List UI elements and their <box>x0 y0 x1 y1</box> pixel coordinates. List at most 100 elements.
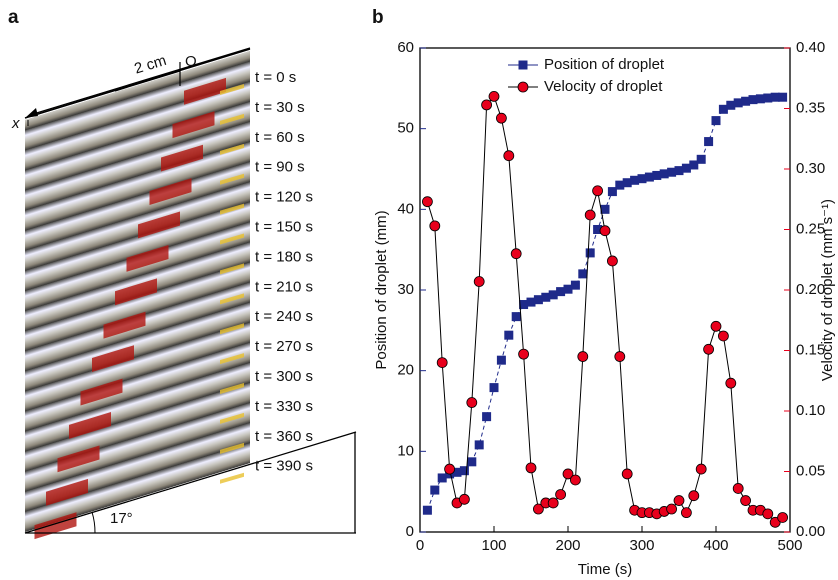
marker <box>725 377 737 389</box>
y-tick-label: 10 <box>397 442 414 459</box>
droplet <box>69 412 111 439</box>
marker <box>770 92 780 102</box>
highlight <box>220 84 244 96</box>
marker <box>615 180 625 190</box>
tube <box>25 238 250 404</box>
panel-label: a <box>8 7 19 28</box>
marker <box>704 137 714 147</box>
arrow-head <box>25 108 38 118</box>
marker <box>422 505 432 515</box>
y-tick-label: 40 <box>397 200 414 217</box>
time-label: t = 390 s <box>255 458 313 475</box>
marker <box>748 95 758 105</box>
marker <box>570 280 580 290</box>
marker <box>577 351 589 362</box>
tube <box>25 128 250 294</box>
droplet <box>172 111 215 139</box>
tube <box>25 183 250 349</box>
marker <box>533 295 543 305</box>
marker <box>444 463 456 475</box>
marker <box>503 150 515 162</box>
marker <box>681 163 691 173</box>
marker <box>526 297 536 307</box>
marker <box>703 343 714 355</box>
marker <box>740 495 751 506</box>
marker <box>726 100 736 110</box>
marker <box>763 93 773 103</box>
marker <box>741 96 751 106</box>
legend-marker <box>518 60 528 70</box>
x-label: x <box>11 115 20 132</box>
marker <box>696 154 706 164</box>
tube <box>25 367 250 532</box>
tube <box>25 202 250 367</box>
marker <box>459 466 469 476</box>
marker <box>547 497 559 509</box>
y2-tick-label: 0.25 <box>796 220 825 237</box>
marker <box>466 397 478 408</box>
marker <box>452 467 462 477</box>
x-tick-label: 200 <box>555 537 580 554</box>
x-axis-label: Time (s) <box>578 561 632 578</box>
marker <box>718 330 729 342</box>
x-tick-label: 100 <box>481 537 506 554</box>
marker <box>518 348 529 360</box>
time-label: t = 360 s <box>255 428 313 445</box>
marker <box>482 412 492 422</box>
droplet <box>57 445 100 473</box>
series-line <box>426 95 783 523</box>
time-label: t = 150 s <box>255 218 313 235</box>
y2-tick-label: 0.15 <box>796 341 825 358</box>
marker <box>458 493 470 505</box>
marker <box>778 92 788 102</box>
marker <box>637 174 647 184</box>
tube <box>25 293 250 459</box>
marker <box>548 290 558 300</box>
marker <box>667 167 677 177</box>
marker <box>777 512 788 523</box>
highlight <box>220 412 244 424</box>
highlight <box>220 472 244 484</box>
marker <box>592 185 603 197</box>
marker <box>496 355 506 365</box>
marker <box>436 357 448 369</box>
time-label: t = 330 s <box>255 398 313 415</box>
droplet <box>184 77 226 105</box>
highlight <box>220 113 244 125</box>
droplet <box>92 345 134 373</box>
x-tick-label: 0 <box>416 537 424 554</box>
y-tick-label: 0 <box>406 523 414 540</box>
scale-label: 2 cm <box>132 52 168 78</box>
droplet <box>115 278 157 306</box>
marker <box>556 287 566 297</box>
marker <box>644 172 654 182</box>
marker <box>599 225 611 237</box>
marker <box>718 104 728 114</box>
y2-tick-label: 0.05 <box>796 462 825 479</box>
time-label: t = 300 s <box>255 368 313 385</box>
droplet <box>80 378 123 406</box>
tube <box>25 110 250 275</box>
droplet <box>138 211 180 239</box>
x-tick-label: 500 <box>777 537 802 554</box>
marker <box>732 483 744 494</box>
y2-axis-label: Velocity of droplet (mm s⁻¹) <box>819 199 836 381</box>
marker <box>681 507 692 519</box>
marker <box>593 225 603 234</box>
marker <box>762 508 774 520</box>
marker <box>585 248 595 258</box>
y-axis-label: Position of droplet (mm) <box>373 210 390 369</box>
time-label: t = 90 s <box>255 159 305 176</box>
tube <box>25 385 250 532</box>
marker <box>630 175 640 185</box>
marker <box>519 300 529 310</box>
marker <box>659 169 669 179</box>
marker <box>614 351 626 362</box>
marker <box>578 269 588 279</box>
legend-label: Position of droplet <box>544 56 665 73</box>
marker <box>525 462 537 474</box>
marker <box>488 91 500 102</box>
droplet <box>46 478 88 506</box>
marker <box>555 489 566 500</box>
y-tick-label: 30 <box>397 281 414 298</box>
